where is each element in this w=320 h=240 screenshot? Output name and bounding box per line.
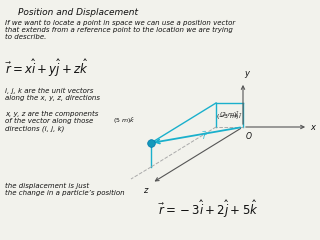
Text: i, j, k are the unit vectors
along the x, y, z, directions: i, j, k are the unit vectors along the x… [5, 88, 100, 101]
Text: $z$: $z$ [143, 186, 150, 195]
Text: $\vec{r}$: $\vec{r}$ [202, 129, 208, 142]
Text: If we want to locate a point in space we can use a position vector
that extends : If we want to locate a point in space we… [5, 20, 235, 40]
Text: Position and Displacement: Position and Displacement [18, 8, 138, 17]
Text: the displacement is just
the change in a particle’s position: the displacement is just the change in a… [5, 183, 124, 196]
Text: $(2\ m)\hat{j}$: $(2\ m)\hat{j}$ [219, 110, 240, 120]
Text: $\vec{r} = -3\hat{i} + 2\hat{j} + 5\hat{k}$: $\vec{r} = -3\hat{i} + 2\hat{j} + 5\hat{… [158, 198, 259, 220]
Text: $O$: $O$ [245, 130, 253, 141]
Text: $(5\ m)\hat{k}$: $(5\ m)\hat{k}$ [113, 116, 136, 126]
Text: $\vec{r} = x\hat{i} + y\hat{j} + z\hat{k}$: $\vec{r} = x\hat{i} + y\hat{j} + z\hat{k… [5, 57, 89, 79]
Text: $x$: $x$ [310, 122, 317, 132]
Text: $y$: $y$ [244, 69, 251, 80]
Text: x, y, z are the components
of the vector along those
directions (i, j, k): x, y, z are the components of the vector… [5, 111, 98, 132]
Text: $(-3\ m)\hat{i}$: $(-3\ m)\hat{i}$ [216, 111, 242, 122]
